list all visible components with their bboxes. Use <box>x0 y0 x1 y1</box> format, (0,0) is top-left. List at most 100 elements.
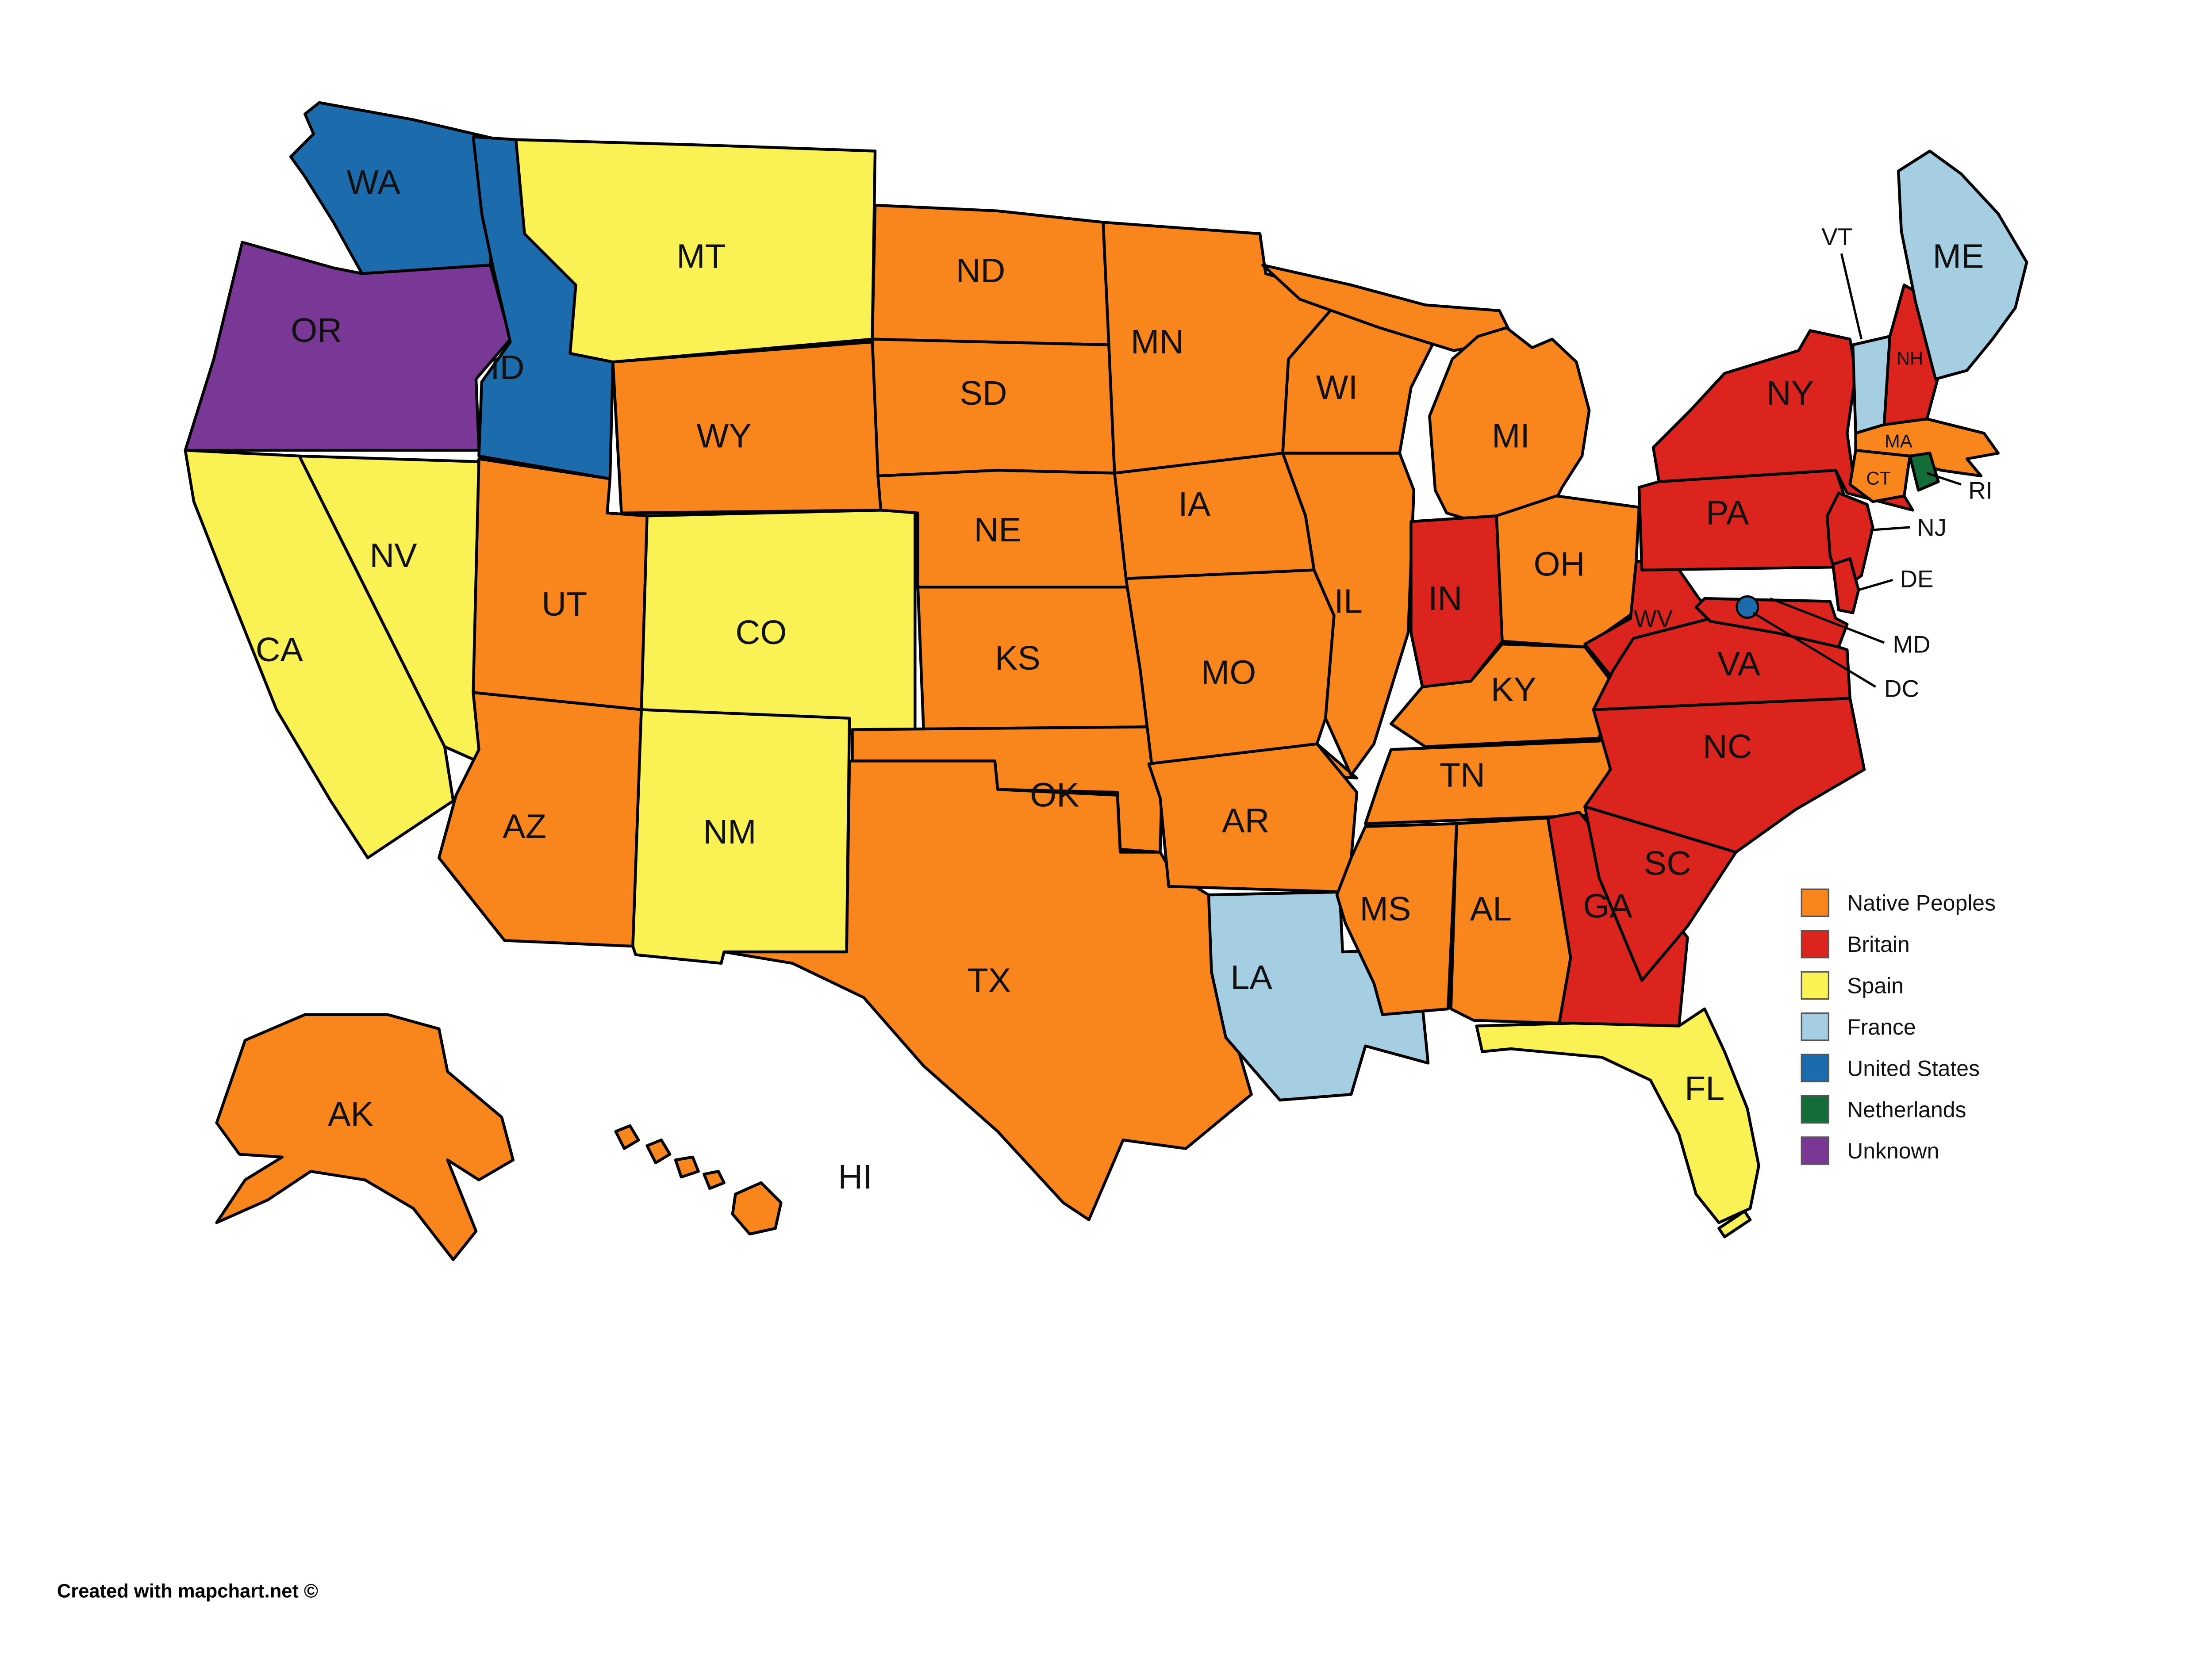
state-hi-island[interactable] <box>674 1155 700 1179</box>
vt-leader-line <box>1840 253 1863 340</box>
state-label-va: VA <box>1717 645 1761 683</box>
state-de[interactable] <box>1831 557 1860 614</box>
state-or[interactable] <box>184 241 512 452</box>
state-label-mn: MN <box>1131 323 1184 361</box>
state-label-ne: NE <box>974 511 1021 549</box>
legend-swatch-britain <box>1801 930 1829 959</box>
state-label-sd: SD <box>960 374 1007 412</box>
state-me[interactable] <box>1897 150 2028 381</box>
legend-label-spain: Spain <box>1847 973 1904 998</box>
state-label-wi: WI <box>1316 368 1358 406</box>
state-ky[interactable] <box>1390 642 1615 748</box>
state-label-oh: OH <box>1534 545 1585 583</box>
state-label-ut: UT <box>541 585 587 623</box>
callout-label-de: DE <box>1900 565 1933 592</box>
state-label-mi: MI <box>1492 417 1530 455</box>
state-nm[interactable] <box>631 708 851 965</box>
legend-swatch-spain <box>1801 971 1829 1000</box>
state-il[interactable] <box>1281 452 1416 777</box>
legend-label-netherlands: Netherlands <box>1847 1097 1966 1122</box>
state-wa[interactable] <box>289 101 500 275</box>
state-label-mo: MO <box>1201 653 1256 691</box>
legend-swatch-france <box>1801 1012 1829 1041</box>
state-label-wv: WV <box>1634 605 1673 633</box>
state-label-sc: SC <box>1644 844 1691 882</box>
state-label-ca: CA <box>256 631 303 669</box>
dc-leader-line <box>1752 612 1877 688</box>
state-label-tn: TN <box>1440 756 1485 794</box>
callout-label-ri: RI <box>1968 477 1993 504</box>
state-tx[interactable] <box>722 759 1253 1221</box>
legend-swatch-unknown <box>1801 1136 1829 1165</box>
state-label-ct: CT <box>1866 468 1891 488</box>
state-label-tx: TX <box>967 961 1011 999</box>
state-label-ks: KS <box>995 639 1041 677</box>
state-label-nh: NH <box>1897 348 1923 369</box>
callout-label-vt: VT <box>1821 223 1852 250</box>
state-label-la: LA <box>1230 959 1272 997</box>
md-leader-line <box>1770 597 1885 644</box>
state-label-wa: WA <box>346 163 400 201</box>
legend-label-unknown: Unknown <box>1847 1139 1939 1163</box>
state-label-ky: KY <box>1491 671 1536 709</box>
state-label-or: OR <box>291 311 342 349</box>
state-label-hi: HI <box>838 1158 872 1196</box>
state-label-az: AZ <box>503 807 546 845</box>
state-label-il: IL <box>1334 582 1362 620</box>
state-label-nc: NC <box>1703 728 1752 766</box>
state-label-nd: ND <box>956 252 1006 290</box>
ri-leader-line <box>1926 472 1962 486</box>
legend-label-united-states: United States <box>1847 1056 1980 1081</box>
state-label-ga: GA <box>1583 887 1632 925</box>
state-label-ak: AK <box>328 1095 373 1133</box>
state-label-mt: MT <box>676 238 726 276</box>
state-label-nm: NM <box>703 813 756 851</box>
callout-label-md: MD <box>1893 631 1930 658</box>
state-label-me: ME <box>1933 238 1984 276</box>
state-label-al: AL <box>1470 890 1512 928</box>
state-labels-layer: WA OR CA NV ID MT WY UT CO AZ NM ND SD N… <box>256 163 1984 1196</box>
state-ia[interactable] <box>1113 452 1316 580</box>
state-label-in: IN <box>1428 579 1462 617</box>
legend-swatch-united-states <box>1801 1054 1829 1082</box>
state-fl-keys[interactable] <box>1717 1210 1752 1238</box>
states-layer <box>184 101 2028 1261</box>
attribution-text: Created with mapchart.net © <box>57 1580 318 1602</box>
callouts-layer: VT RI NJ DE MD DC <box>1752 223 1993 702</box>
state-label-fl: FL <box>1685 1070 1724 1108</box>
state-hi-island[interactable] <box>703 1169 726 1190</box>
legend-label-britain: Britain <box>1847 932 1910 957</box>
legend: Native Peoples Britain Spain France Unit… <box>1801 888 1996 1165</box>
state-ri[interactable] <box>1908 452 1940 492</box>
state-hi-island[interactable] <box>645 1139 672 1165</box>
state-label-ma: MA <box>1885 431 1912 452</box>
state-label-co: CO <box>735 613 787 652</box>
state-ct[interactable] <box>1848 449 1912 503</box>
legend-swatch-native-peoples <box>1801 888 1829 917</box>
state-label-ok: OK <box>1030 776 1079 814</box>
state-label-ia: IA <box>1178 485 1210 523</box>
callout-label-nj: NJ <box>1917 514 1947 541</box>
state-hi-island[interactable] <box>614 1124 640 1150</box>
state-la[interactable] <box>1207 890 1430 1102</box>
state-hi-island[interactable] <box>731 1181 783 1236</box>
state-label-ar: AR <box>1222 801 1269 840</box>
state-ak[interactable] <box>215 1013 515 1261</box>
state-label-nv: NV <box>369 537 417 575</box>
callout-label-dc: DC <box>1884 675 1919 702</box>
state-label-wy: WY <box>696 417 752 455</box>
state-ny[interactable] <box>1651 329 1914 512</box>
state-label-ms: MS <box>1359 890 1411 928</box>
state-nc[interactable] <box>1583 697 1866 854</box>
state-label-pa: PA <box>1706 494 1749 532</box>
legend-swatch-netherlands <box>1801 1095 1829 1124</box>
state-label-ny: NY <box>1767 374 1814 412</box>
legend-label-native-peoples: Native Peoples <box>1847 891 1996 916</box>
state-label-id: ID <box>490 349 524 387</box>
us-historical-claims-map: WA OR CA NV ID MT WY UT CO AZ NM ND SD N… <box>57 101 2028 1602</box>
nj-leader-line <box>1870 526 1910 532</box>
legend-label-france: France <box>1847 1015 1916 1039</box>
state-fl[interactable] <box>1475 1007 1760 1224</box>
dc-marker-dot[interactable] <box>1736 595 1759 619</box>
de-leader-line <box>1858 579 1893 591</box>
